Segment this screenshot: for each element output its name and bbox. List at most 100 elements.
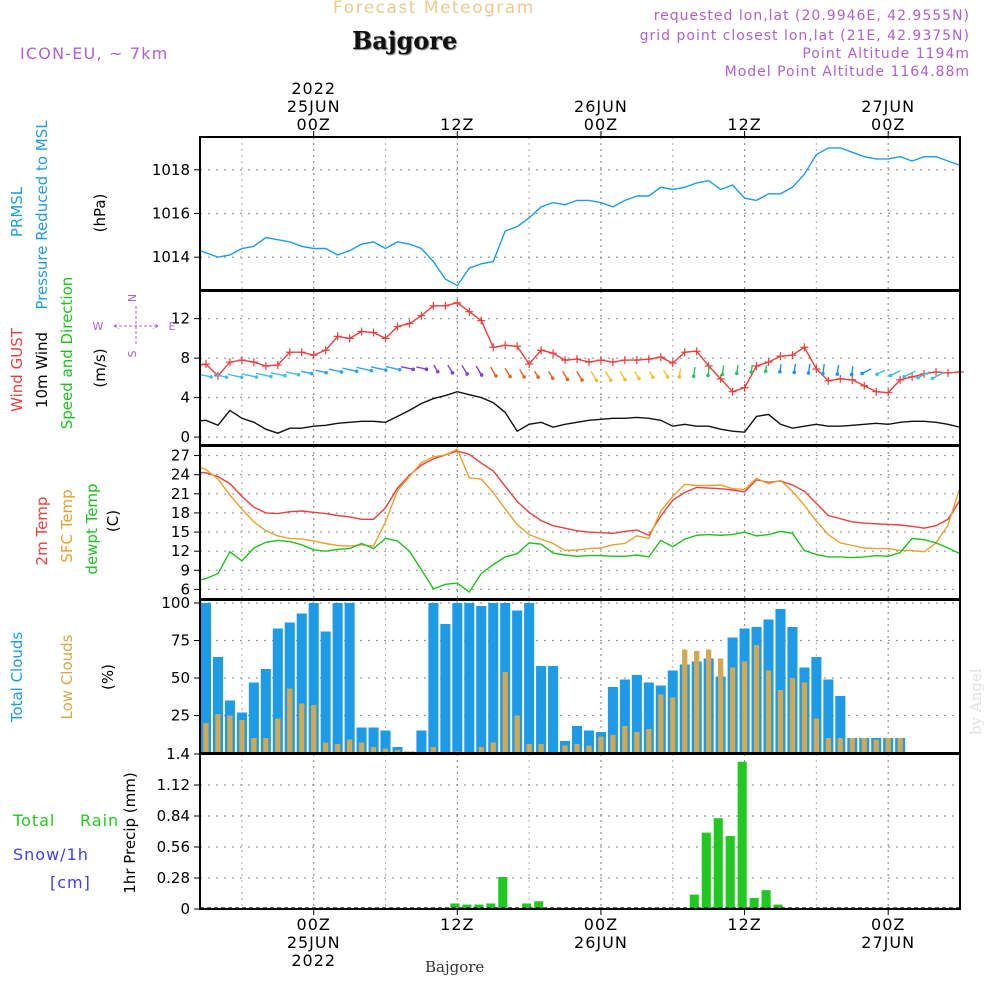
gust-marker	[441, 301, 450, 310]
wind-arrow	[903, 370, 916, 378]
low-cloud-bar	[670, 697, 676, 753]
total-cloud-bar	[488, 603, 499, 753]
low-cloud-bar	[430, 747, 437, 753]
rain-bar	[522, 903, 532, 909]
low-cloud-bar	[813, 718, 820, 753]
gust-marker	[908, 372, 917, 381]
label-rain: Rain	[80, 811, 119, 830]
gust-marker	[932, 367, 941, 376]
low-cloud-bar	[382, 748, 389, 753]
bottom-time-label: 25JUN	[287, 933, 341, 952]
gust-marker	[309, 351, 318, 360]
wind-arrow-head	[916, 375, 920, 380]
label-2m-temp: 2m Temp	[33, 497, 51, 566]
rain-bar	[701, 832, 711, 909]
total-cloud-bar	[464, 603, 475, 753]
gust-marker	[453, 298, 462, 307]
total-cloud-bar	[476, 606, 487, 753]
y-tick-label: 1018	[152, 161, 190, 179]
gust-marker	[716, 374, 725, 383]
model-point-altitude: Model Point Altitude 1164.88m	[724, 64, 970, 80]
low-cloud-bar	[394, 750, 401, 753]
bottom-time-label: 26JUN	[574, 933, 628, 952]
top-time-label: 00Z	[297, 115, 331, 134]
gust-marker	[417, 311, 426, 320]
wind-arrow-head	[536, 375, 540, 379]
compass-s: S	[126, 350, 139, 357]
compass-w: W	[93, 320, 104, 333]
wind-arrow	[932, 371, 945, 380]
gust-marker	[680, 348, 689, 357]
wind-arrow-head	[550, 376, 555, 380]
wind-arrow	[285, 371, 299, 376]
wind-arrow-head	[860, 371, 864, 376]
wind-arrow-head	[565, 377, 570, 382]
compass-rose	[113, 306, 159, 346]
low-cloud-bar	[478, 747, 484, 753]
wind-arrow-head	[821, 371, 825, 376]
bottom-time-label: 27JUN	[861, 933, 915, 952]
label-snow: Snow/1h	[13, 845, 89, 864]
wind-arrow-head	[494, 374, 498, 378]
gust-marker	[788, 351, 797, 360]
wind-arrow	[241, 373, 257, 378]
low-cloud-bar	[203, 723, 209, 753]
wind-arrow-head	[778, 369, 782, 374]
wind-arrow-head	[720, 372, 725, 377]
bottom-station-label: Bajgore	[425, 958, 485, 976]
y-tick-label: 18	[171, 504, 190, 522]
gust-marker	[357, 327, 366, 336]
rain-bar	[486, 903, 496, 909]
y-tick-label: 0.84	[157, 807, 190, 825]
product-title: Forecast Meteogram	[333, 0, 535, 18]
low-cloud-bar	[215, 714, 221, 753]
y-tick-label: 1.4	[166, 745, 190, 763]
wind-arrow-head	[424, 367, 429, 372]
wind-arrow	[214, 373, 227, 378]
wind-arrow-head	[580, 378, 584, 382]
total-cloud-bar	[428, 603, 439, 753]
wind-arrow-head	[522, 375, 526, 379]
y-tick-label: 100	[161, 594, 190, 612]
gust-marker	[812, 364, 821, 373]
low-cloud-bar	[610, 735, 616, 753]
series-line	[200, 390, 960, 434]
total-cloud-bar	[320, 631, 331, 753]
gust-marker	[345, 334, 354, 343]
series-line	[200, 530, 960, 594]
low-cloud-bar	[574, 744, 580, 753]
total-cloud-bar	[356, 727, 367, 753]
low-cloud-bar	[885, 738, 891, 753]
total-cloud-bar	[332, 603, 343, 753]
wind-arrow	[342, 367, 357, 372]
label-1hr-precip: 1hr Precip (mm)	[121, 772, 139, 893]
y-tick-label: 6	[180, 580, 190, 598]
y-tick-label: 0.28	[157, 869, 190, 887]
wind-arrow-head	[508, 374, 512, 379]
wind-arrow-head	[397, 367, 402, 372]
top-time-label: 12Z	[727, 115, 761, 134]
low-cloud-bar	[0, 746, 5, 754]
total-cloud-bar	[583, 730, 595, 753]
gust-marker	[405, 319, 414, 328]
wind-arrow-head	[369, 368, 374, 373]
compass-e: E	[169, 320, 176, 333]
y-tick-label: 25	[171, 707, 190, 725]
wind-arrow-head	[339, 370, 344, 374]
gust-marker	[549, 349, 558, 358]
low-cloud-bar	[358, 742, 365, 753]
gust-marker	[800, 343, 809, 352]
label-sfc-temp: SFC Temp	[58, 489, 76, 562]
y-tick-label: 75	[171, 632, 190, 650]
wind-arrow-head	[465, 372, 469, 376]
bottom-time-label: 00Z	[584, 915, 618, 934]
total-cloud-bar	[631, 675, 642, 753]
series-line	[200, 302, 960, 394]
rain-bar	[450, 903, 460, 909]
low-cloud-bar	[741, 661, 748, 753]
low-cloud-bar	[765, 670, 772, 753]
gust-marker	[824, 376, 833, 385]
wind-arrow-head	[665, 375, 670, 379]
low-cloud-bar	[191, 717, 196, 753]
